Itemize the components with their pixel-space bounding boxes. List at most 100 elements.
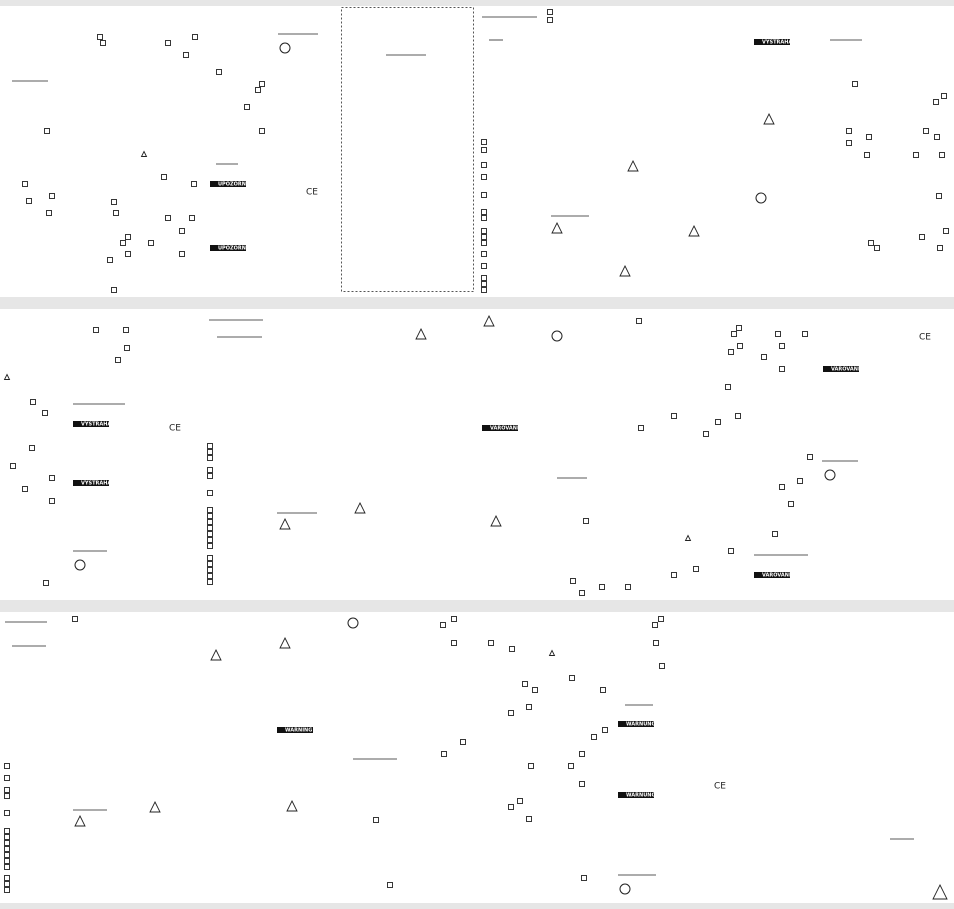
checkbox — [728, 349, 734, 355]
checkbox — [207, 449, 213, 455]
info-icon — [74, 559, 86, 571]
checkbox — [715, 419, 721, 425]
checkbox — [509, 646, 515, 652]
checkbox — [111, 199, 117, 205]
checkbox — [526, 704, 532, 710]
warning-icon — [354, 501, 366, 514]
checkbox — [807, 454, 813, 460]
checkbox — [72, 616, 78, 622]
checkbox — [600, 687, 606, 693]
checkbox — [937, 245, 943, 251]
checkbox — [207, 513, 213, 519]
warning-icon — [286, 799, 298, 812]
checkbox — [736, 325, 742, 331]
checkbox — [207, 490, 213, 496]
band-separator — [0, 903, 954, 909]
checkbox — [216, 69, 222, 75]
band-separator — [0, 297, 954, 309]
checkbox — [259, 81, 265, 87]
info-icon — [755, 192, 767, 204]
checkbox — [4, 858, 10, 864]
checkbox — [93, 327, 99, 333]
checkbox — [481, 192, 487, 198]
checkbox — [728, 548, 734, 554]
warning-badge — [754, 39, 790, 45]
warning-badge — [73, 480, 109, 486]
checkbox — [451, 616, 457, 622]
checkbox — [207, 561, 213, 567]
checkbox — [761, 354, 767, 360]
checkbox — [373, 817, 379, 823]
checkbox — [866, 134, 872, 140]
checkbox — [653, 640, 659, 646]
warning-icon — [763, 112, 775, 125]
checkbox — [49, 193, 55, 199]
checkbox — [22, 486, 28, 492]
checkbox — [802, 331, 808, 337]
checkbox — [526, 816, 532, 822]
checkbox — [115, 357, 121, 363]
checkbox — [481, 228, 487, 234]
checkbox — [10, 463, 16, 469]
checkbox — [735, 413, 741, 419]
checkbox — [207, 567, 213, 573]
checkbox — [852, 81, 858, 87]
checkbox — [636, 318, 642, 324]
checkbox — [207, 537, 213, 543]
checkbox — [508, 804, 514, 810]
checkbox — [4, 787, 10, 793]
checkbox — [4, 846, 10, 852]
checkbox — [933, 99, 939, 105]
checkbox — [30, 399, 36, 405]
warning-icon — [140, 150, 148, 157]
checkbox — [481, 209, 487, 215]
checkbox — [943, 228, 949, 234]
checkbox — [481, 215, 487, 221]
checkbox — [547, 9, 553, 15]
checkbox — [737, 343, 743, 349]
checkbox — [4, 881, 10, 887]
checkbox — [183, 52, 189, 58]
checkbox — [481, 139, 487, 145]
checkbox — [481, 147, 487, 153]
band-separator — [0, 600, 954, 612]
checkbox — [4, 828, 10, 834]
checkbox — [919, 234, 925, 240]
checkbox — [207, 473, 213, 479]
ce-mark: CE — [919, 333, 931, 343]
checkbox — [4, 864, 10, 870]
checkbox — [207, 543, 213, 549]
checkbox — [4, 763, 10, 769]
checkbox — [29, 445, 35, 451]
checkbox — [4, 852, 10, 858]
checkbox — [481, 234, 487, 240]
placeholder-box — [341, 7, 474, 292]
warning-badge — [73, 421, 109, 427]
checkbox — [207, 519, 213, 525]
info-icon — [619, 883, 631, 895]
warning-icon — [619, 264, 631, 277]
checkbox — [797, 478, 803, 484]
checkbox — [49, 498, 55, 504]
checkbox — [4, 840, 10, 846]
checkbox — [591, 734, 597, 740]
warning-label: VAROVANIE — [831, 367, 864, 373]
checkbox — [255, 87, 261, 93]
checkbox — [207, 507, 213, 513]
checkbox — [579, 590, 585, 596]
warning-label: UPOZORNENIE — [218, 182, 259, 188]
checkbox — [652, 622, 658, 628]
checkbox — [124, 345, 130, 351]
checkbox — [189, 215, 195, 221]
checkbox — [602, 727, 608, 733]
checkbox — [4, 793, 10, 799]
checkbox — [481, 263, 487, 269]
checkbox — [207, 531, 213, 537]
checkbox — [569, 675, 575, 681]
checkbox — [934, 134, 940, 140]
warning-label: VAROVANIE — [762, 573, 795, 579]
checkbox — [207, 455, 213, 461]
info-icon — [824, 469, 836, 481]
